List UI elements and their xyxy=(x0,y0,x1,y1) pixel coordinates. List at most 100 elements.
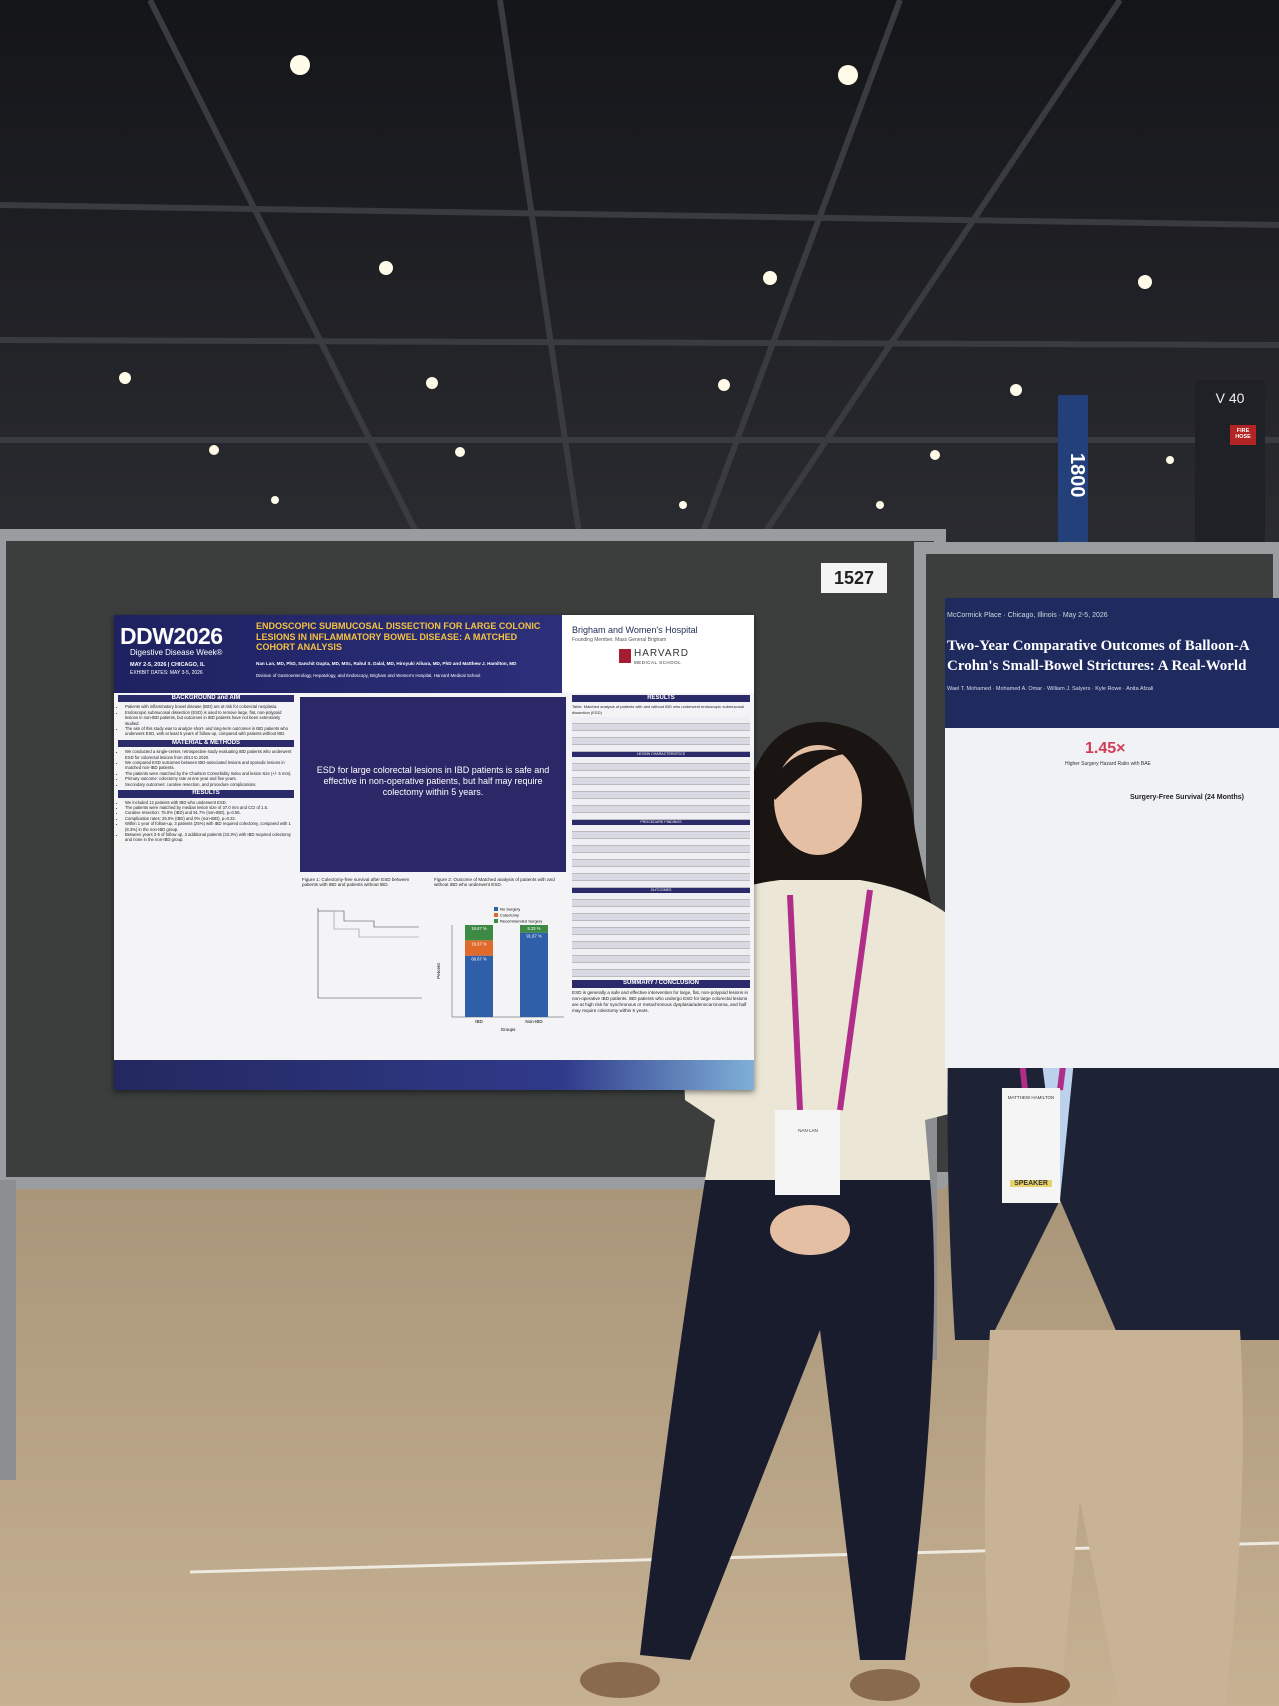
fire-sign xyxy=(1230,425,1256,445)
bullet: Within 1 year of follow-up, 3 patients (… xyxy=(125,821,294,832)
bullet-list: Patients with inflammatory bowel disease… xyxy=(118,704,294,736)
legend-swatch xyxy=(494,913,498,917)
bar-segment xyxy=(465,955,493,1017)
bullet: Curative resection: 75.0% (IBD) and 91.7… xyxy=(125,810,294,815)
name-badge: NAN LAN xyxy=(798,1128,818,1133)
table-row xyxy=(572,745,750,753)
bullet: Complication rates: 25.0% (IBD) and 0% (… xyxy=(125,816,294,821)
table-row xyxy=(572,778,750,786)
table-row xyxy=(572,785,750,793)
bar-label: 66.67 % xyxy=(471,957,487,962)
figure-caption: Figure 1: Colectomy-free survival after … xyxy=(302,877,410,887)
school-name: HARVARD xyxy=(634,648,689,659)
section-heading: RESULTS xyxy=(572,695,750,703)
bullet: We compared ESD outcomes between IBD-ass… xyxy=(125,760,294,771)
hospital-sub: Founding Member, Mass General Brigham xyxy=(572,637,667,643)
table-row xyxy=(572,963,750,971)
legend-swatch xyxy=(494,907,498,911)
bullet: Between years 2-5 of follow up, 3 additi… xyxy=(125,832,294,843)
neighbor-venue: McCormick Place · Chicago, Illinois · Ma… xyxy=(947,612,1108,619)
poster-exhibit-dates: EXHIBIT DATES: MAY 3-5, 2026 xyxy=(130,670,203,676)
bullet: The aim of this study was to analyze sho… xyxy=(125,726,294,737)
table-row xyxy=(572,853,750,861)
bar-segment xyxy=(465,940,493,956)
row-sign: V 40 xyxy=(1215,390,1245,406)
table-row xyxy=(572,914,750,922)
table-row xyxy=(572,900,750,908)
table-row xyxy=(572,799,750,807)
results-table: LESION CHARACTERISTICS PROCEDURE FINDINGS… xyxy=(572,717,750,978)
school-sub: MEDICAL SCHOOL xyxy=(634,660,682,665)
table-row xyxy=(572,757,750,765)
table-caption: Table. Matched analysis of patients with… xyxy=(572,704,744,715)
neighbor-authors: Wael T. Mohamed · Mohamed A. Omar · Will… xyxy=(947,686,1154,692)
stacked-bar-figure: Percent Groups No SurgeryColectomyRecommen… xyxy=(436,907,564,1032)
person-woman xyxy=(580,721,969,1701)
fire-hose-sign: FIRE HOSE xyxy=(1235,428,1251,440)
figure-caption: Figure 2: Outcome of Matched analysis of… xyxy=(434,877,555,887)
bullet: We conducted a single-center, retrospect… xyxy=(125,749,294,760)
bullet: Endoscopic submucosal dissection (ESD) i… xyxy=(125,710,294,726)
bar-label: 16.67 % xyxy=(471,941,487,946)
right-column: RESULTS Table. Matched analysis of patie… xyxy=(572,695,750,1014)
harvard-shield xyxy=(619,649,631,663)
neighbor-stat: 1.45× xyxy=(1085,740,1126,757)
table-row xyxy=(572,956,750,964)
x-tick-label: Non-IBD xyxy=(525,1019,543,1024)
aisle-number: 1800 xyxy=(1066,452,1088,498)
booth-number: 1527 xyxy=(833,568,875,588)
neighbor-title: Crohn's Small-Bowel Strictures: A Real-W… xyxy=(947,658,1247,674)
hospital-name: Brigham and Women's Hospital xyxy=(572,625,698,635)
table-subhead: PROCEDURE FINDINGS xyxy=(572,820,750,826)
ceiling-beams xyxy=(0,0,1279,542)
table-subhead: LESION CHARACTERISTICS xyxy=(572,752,750,758)
bar-segment xyxy=(520,932,548,1017)
neighbor-stat-caption: Higher Surgery Hazard Ratio with BAE xyxy=(1065,761,1151,767)
poster-authors: Nan Lan, MD, PhD, Sanchit Gupta, MD, MSc… xyxy=(256,661,517,666)
poster-dates: MAY 2-5, 2026 | CHICAGO, IL xyxy=(130,662,205,668)
poster-title: ENDOSCOPIC SUBMUCOSAL DISSECTION FOR LAR… xyxy=(256,621,541,652)
bar-label: 91.67 % xyxy=(526,934,542,939)
table-row xyxy=(572,881,750,889)
table-row xyxy=(572,738,750,746)
table-row xyxy=(572,792,750,800)
bar-segment xyxy=(465,924,493,941)
table-row xyxy=(572,717,750,725)
bar-label: 16.67 % xyxy=(471,926,487,931)
x-axis-label: Groups xyxy=(501,1027,517,1032)
table-row xyxy=(572,813,750,821)
booth-number-plate xyxy=(821,563,887,593)
key-message: ESD for large colorectal lesions in IBD … xyxy=(316,765,550,797)
table-row xyxy=(572,970,750,978)
table-row xyxy=(572,846,750,854)
survival-plot xyxy=(317,908,422,999)
neighbor-header xyxy=(945,598,1279,728)
poster-logo-sub: Digestive Disease Week® xyxy=(130,648,223,657)
poster-footer xyxy=(114,1060,754,1090)
section-heading: MATERIAL & METHODS xyxy=(118,739,294,748)
left-column: BACKGROUND and AIM Patients with inflamm… xyxy=(118,695,294,846)
neighbor-title: Two-Year Comparative Outcomes of Balloon… xyxy=(947,638,1250,654)
neighbor-poster: McCormick Place · Chicago, Illinois · Ma… xyxy=(945,598,1279,1068)
table-row xyxy=(572,839,750,847)
bullet: Primary outcome: colectomy rate at one y… xyxy=(125,776,294,781)
bullet: Patients with inflammatory bowel disease… xyxy=(125,704,294,709)
x-tick-label: IBD xyxy=(475,1019,483,1024)
pillar xyxy=(1195,380,1265,550)
legend-swatch xyxy=(494,919,498,923)
bullet: Secondary outcomes: curative resection, … xyxy=(125,782,294,787)
section-heading: BACKGROUND and AIM xyxy=(118,695,294,703)
table-row xyxy=(572,731,750,739)
legend-label: No Surgery xyxy=(500,907,520,912)
bullet: The patients were matched by the Charlso… xyxy=(125,771,294,776)
bullet: The patients were matched by median lesi… xyxy=(125,805,294,810)
table-row xyxy=(572,921,750,929)
table-row xyxy=(572,771,750,779)
table-row xyxy=(572,860,750,868)
ceiling-lights xyxy=(119,55,1174,509)
bullet-list: We included 12 patients with IBD who und… xyxy=(118,800,294,843)
bullet-list: We conducted a single-center, retrospect… xyxy=(118,749,294,787)
table-row xyxy=(572,874,750,882)
key-message-box xyxy=(300,697,566,872)
